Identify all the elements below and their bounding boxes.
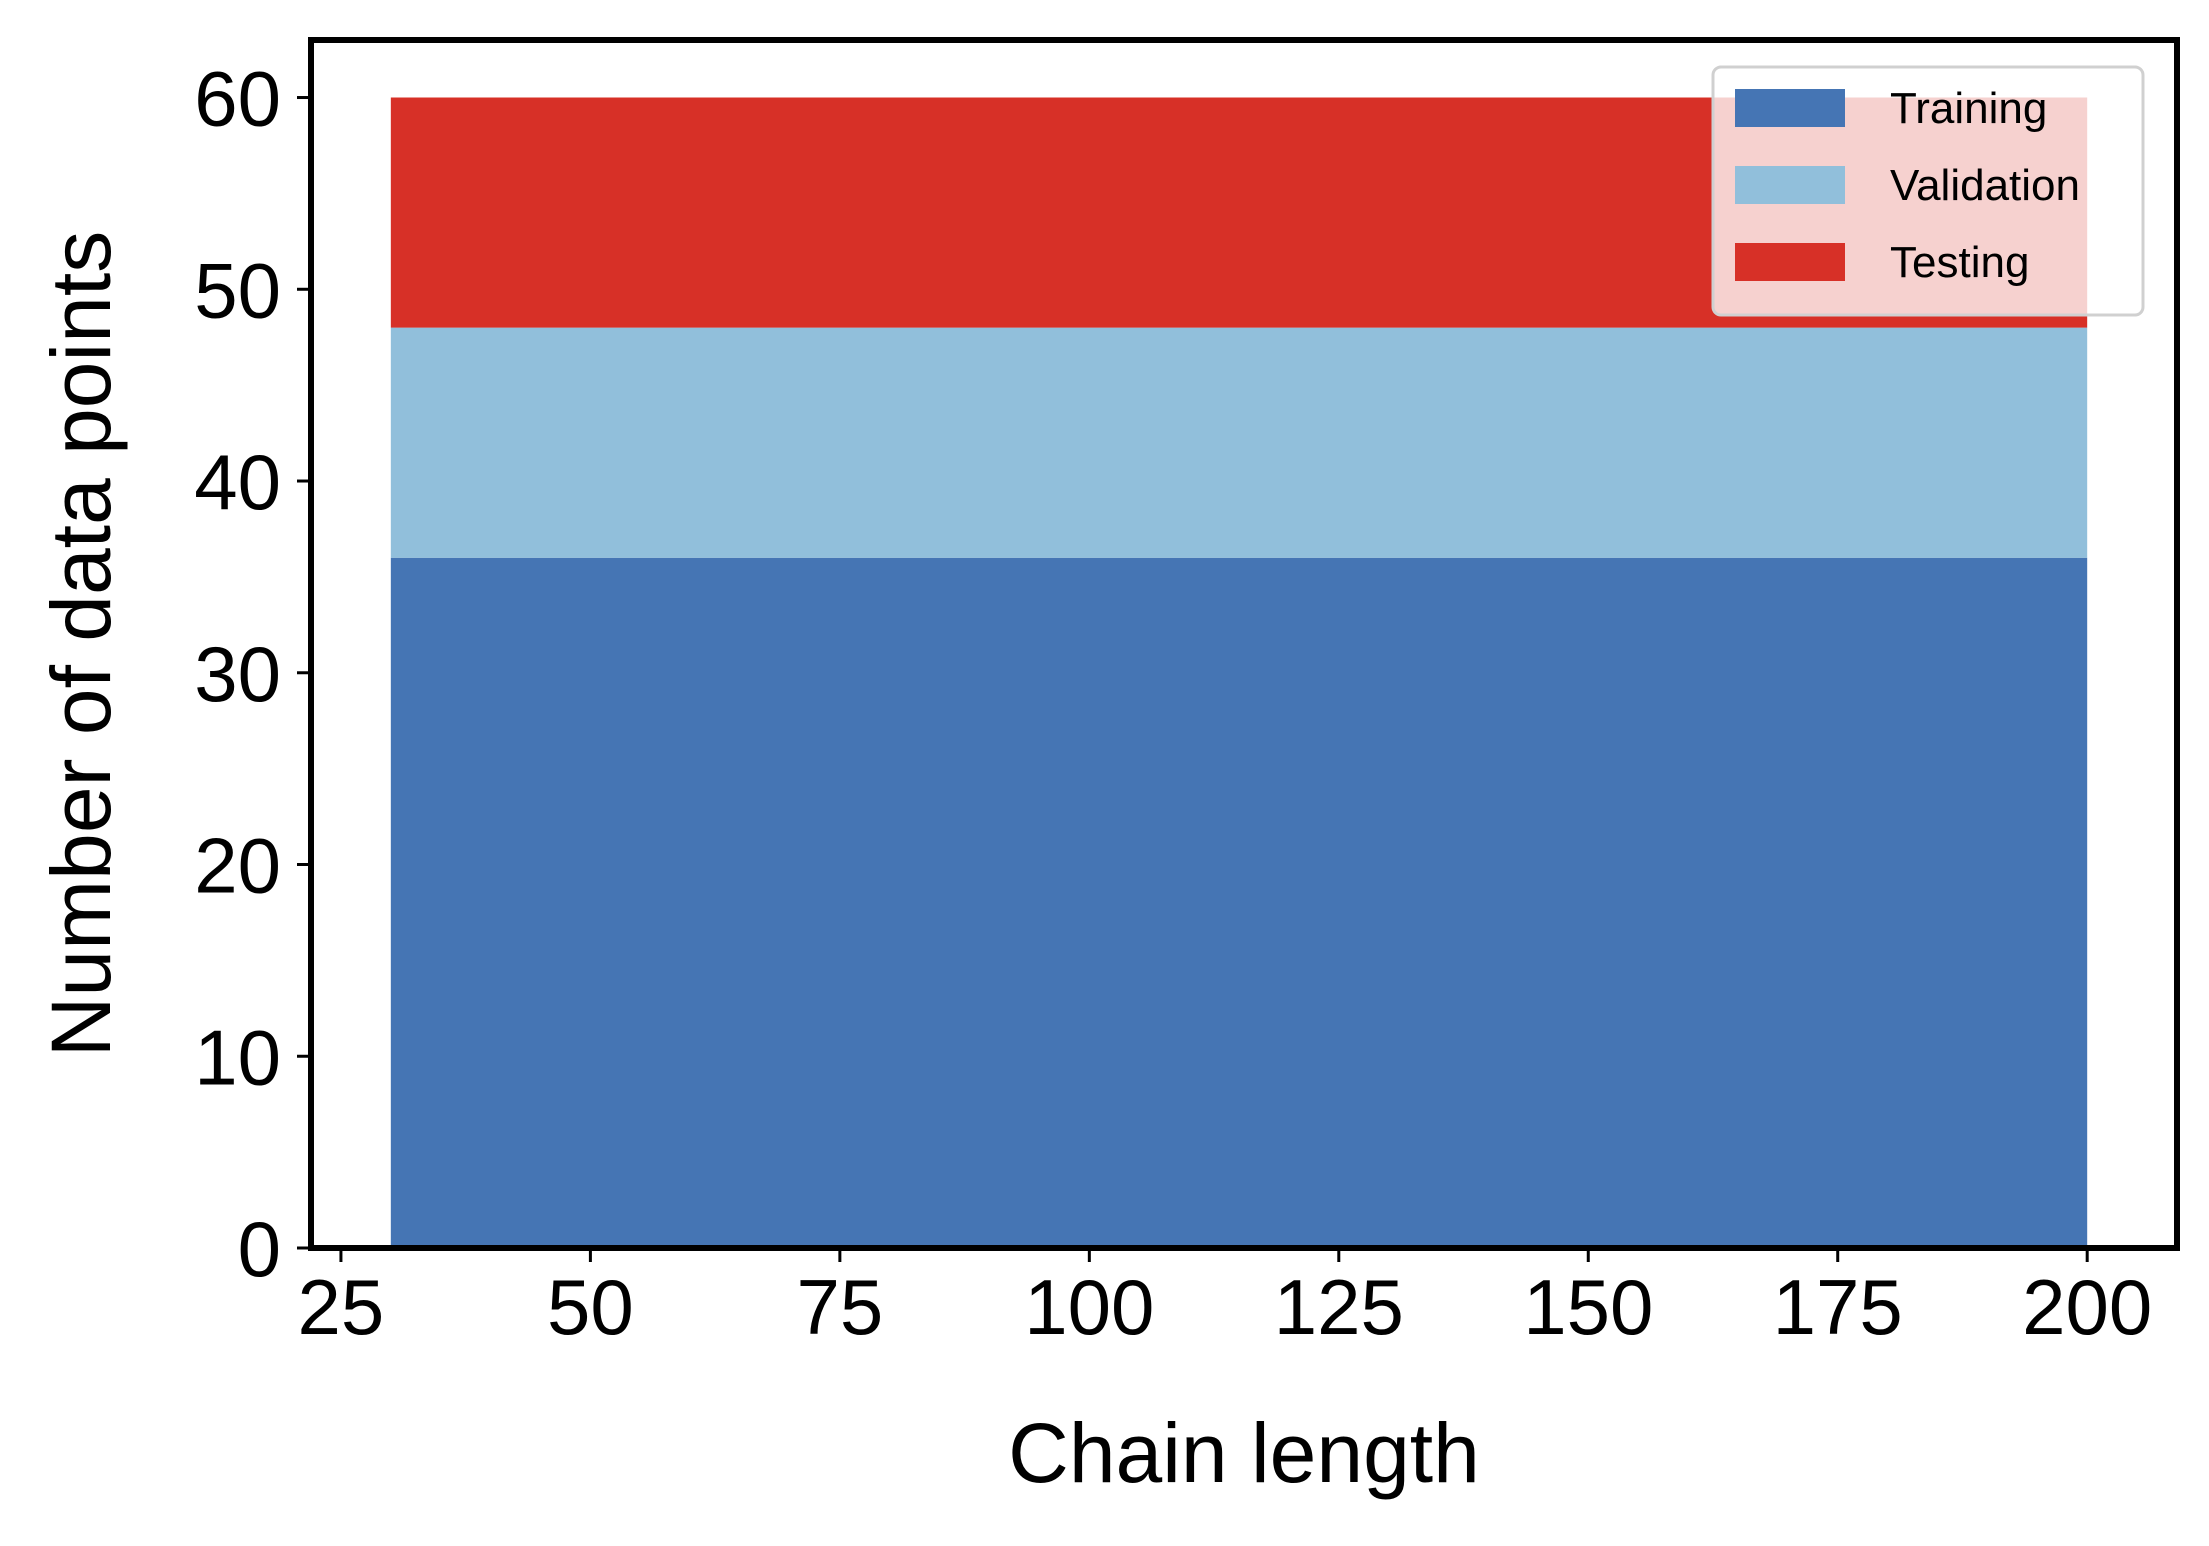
legend-swatch-testing [1735,243,1845,281]
y-tick-label-20: 20 [194,822,281,910]
legend: Training Validation Testing [1711,65,2145,317]
y-axis-label: Number of data points [34,231,128,1057]
area-validation [390,327,2088,558]
x-tick-label-200: 200 [2022,1263,2152,1351]
x-tick-label-125: 125 [1274,1263,1404,1351]
y-tick-label-0: 0 [238,1205,281,1293]
legend-label-validation: Validation [1890,161,2080,210]
x-tick-label-150: 150 [1523,1263,1653,1351]
legend-swatch-training [1735,89,1845,127]
area-testing [390,97,2088,328]
x-tick-label-75: 75 [796,1263,883,1351]
x-tick-label-25: 25 [298,1263,385,1351]
area-training [390,557,2088,1248]
legend-swatch-validation [1735,166,1845,204]
y-tick-label-30: 30 [194,630,281,718]
x-tick-label-100: 100 [1024,1263,1154,1351]
y-tick-label-10: 10 [194,1013,281,1101]
plot-frame [308,37,2180,1251]
legend-label-testing: Testing [1890,238,2029,287]
y-tick-label-50: 50 [194,246,281,334]
y-tick-label-40: 40 [194,438,281,526]
x-axis-label: Chain length [1008,1406,1480,1500]
y-tick-label-60: 60 [194,55,281,143]
x-tick-label-175: 175 [1773,1263,1903,1351]
x-tick-label-50: 50 [547,1263,634,1351]
series-areas [390,97,2088,1248]
axes: 25 50 75 100 125 150 175 200 0 10 20 30 40 50 60 [194,37,2180,1351]
legend-label-training: Training [1890,84,2047,133]
